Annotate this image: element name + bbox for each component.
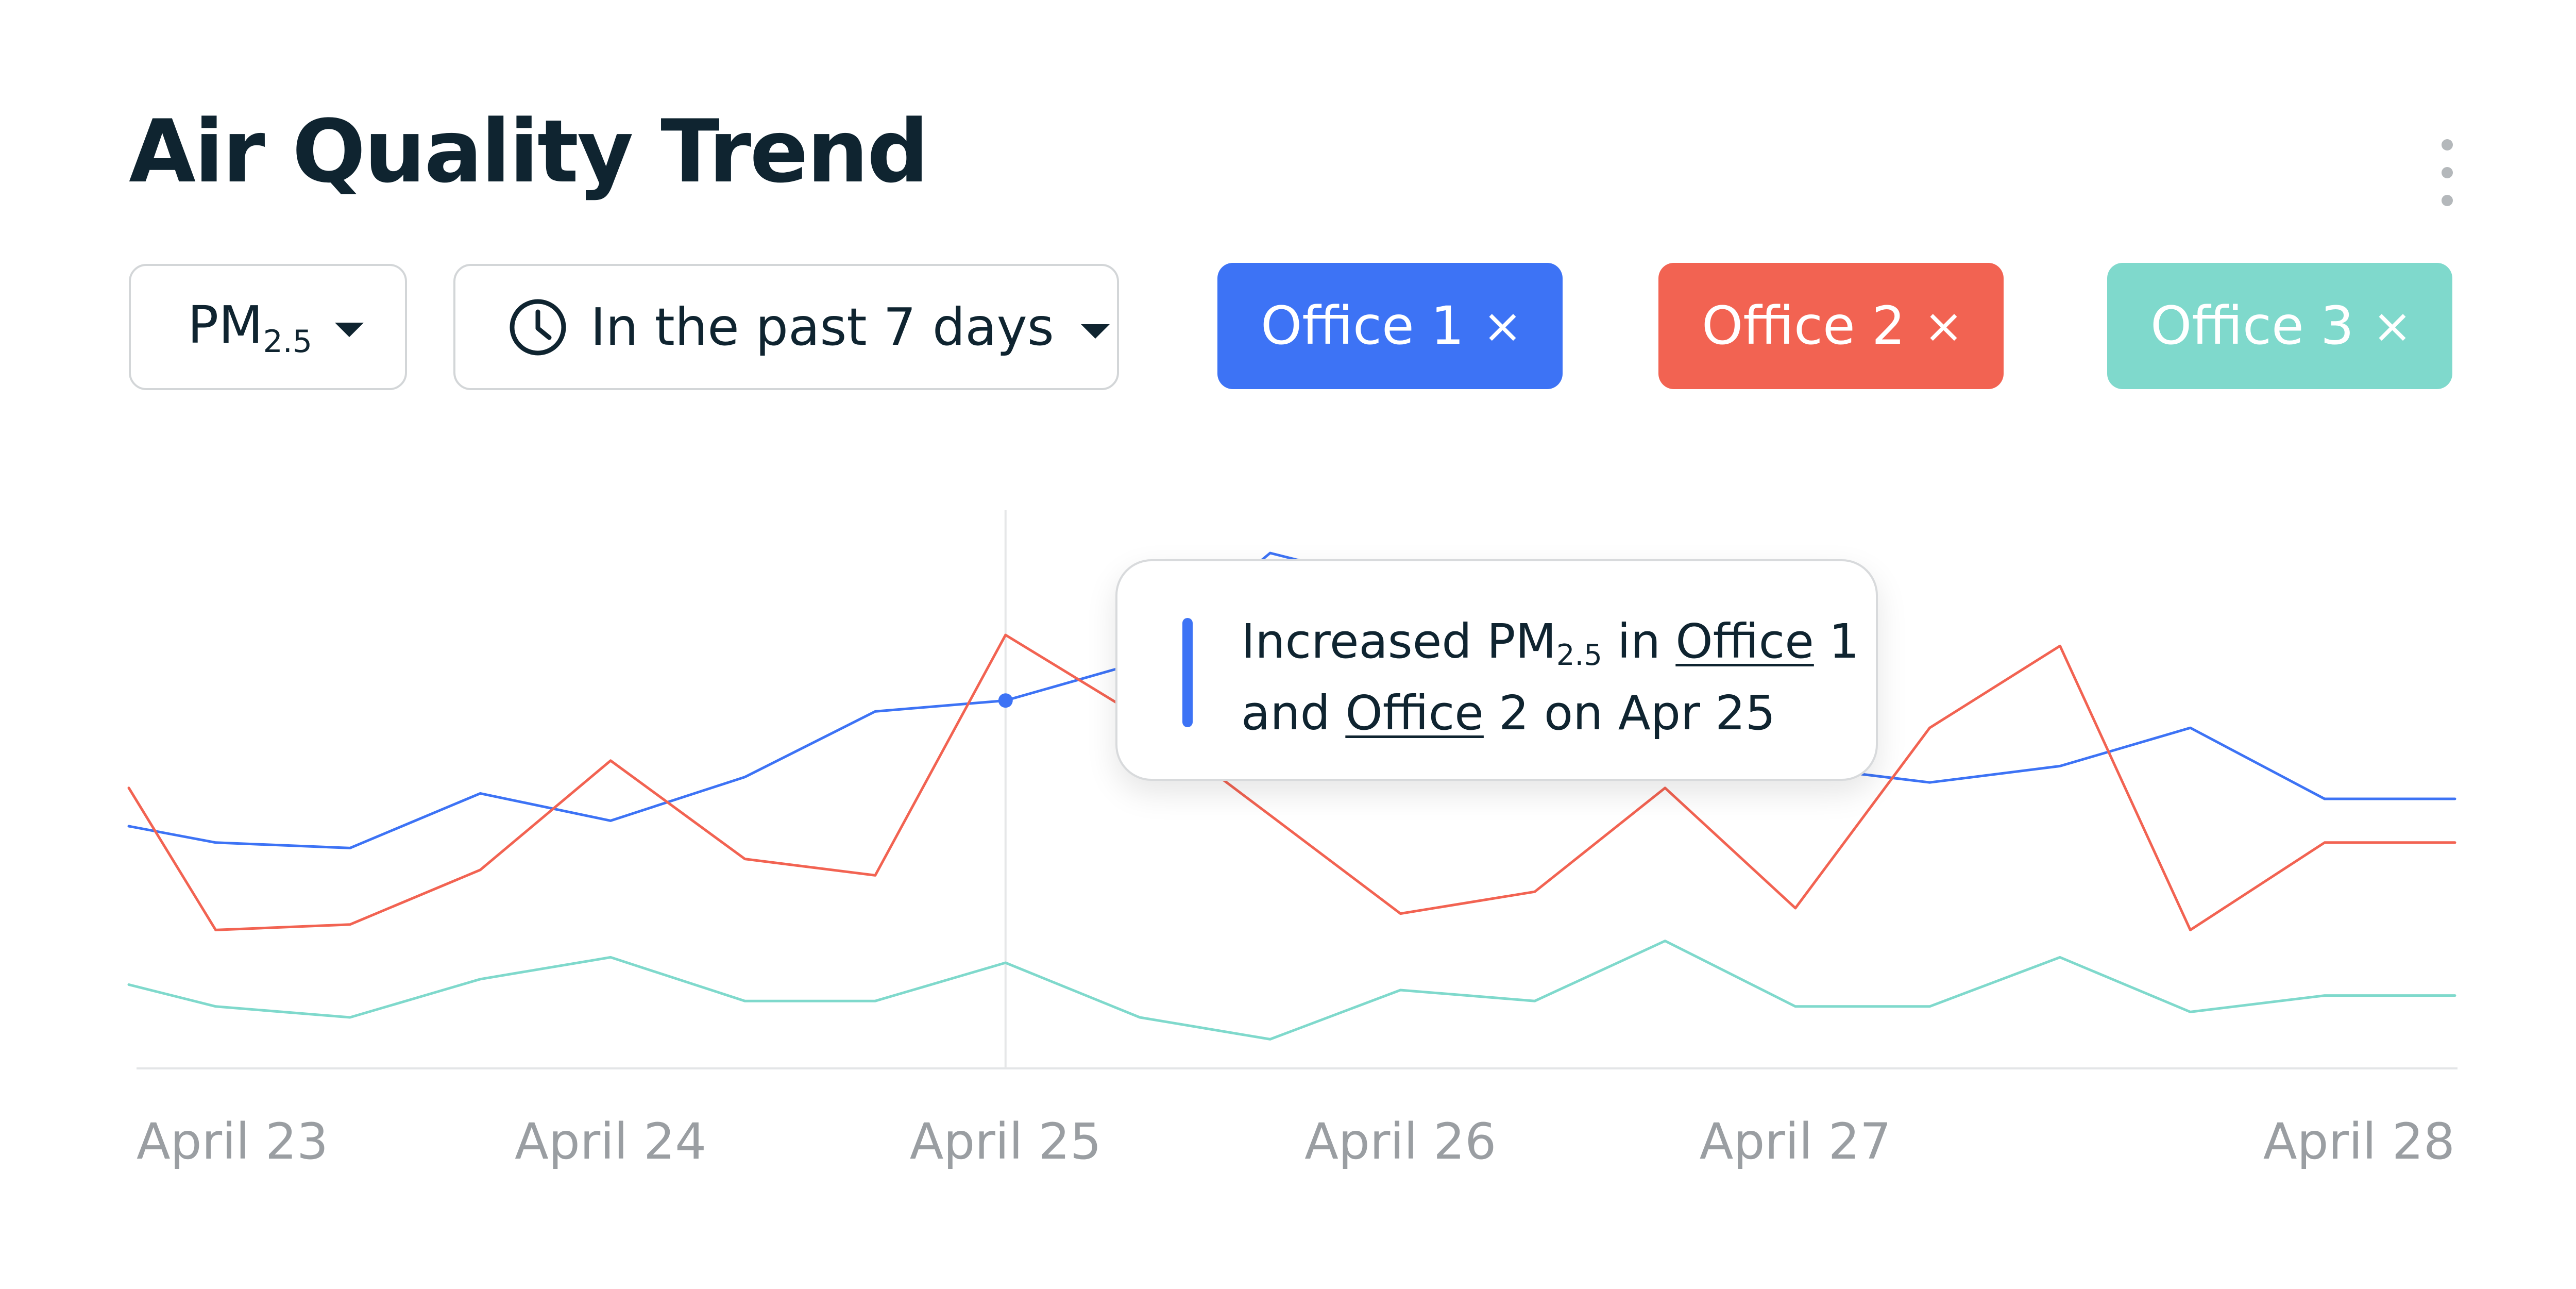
tooltip-office-1-link[interactable]: Office (1675, 614, 1814, 669)
x-tick-label: April 23 (137, 1113, 328, 1170)
close-icon[interactable]: × (1482, 298, 1522, 354)
highlight-point (998, 693, 1013, 708)
more-vertical-icon[interactable] (2437, 139, 2458, 206)
x-tick-label: April 26 (1304, 1113, 1496, 1170)
close-icon[interactable]: × (2372, 298, 2412, 354)
date-range-label: In the past 7 days (590, 297, 1054, 357)
tooltip-text-part: 1 (1814, 614, 1859, 669)
metric-base: PM (188, 294, 263, 355)
office-2-chip[interactable]: Office 2 × (1658, 263, 2004, 389)
tooltip-subscript: 2.5 (1556, 639, 1602, 672)
metric-subscript: 2.5 (263, 323, 313, 360)
kebab-dot (2442, 167, 2453, 178)
tooltip-accent-bar (1182, 618, 1193, 727)
page-title: Air Quality Trend (129, 101, 929, 202)
x-tick-label: April 28 (2263, 1113, 2455, 1170)
chevron-down-icon (1080, 324, 1110, 339)
tooltip-text: Increased PM2.5 in Office 1 and Office 2… (1241, 613, 1859, 742)
date-range-dropdown[interactable]: In the past 7 days (453, 264, 1119, 390)
office-1-chip[interactable]: Office 1 × (1217, 263, 1563, 389)
insight-tooltip: Increased PM2.5 in Office 1 and Office 2… (1115, 559, 1878, 781)
office-3-chip[interactable]: Office 3 × (2107, 263, 2452, 389)
tooltip-office-2-link[interactable]: Office (1345, 685, 1484, 741)
metric-label: PM2.5 (188, 295, 312, 360)
tooltip-text-part: Increased PM (1241, 614, 1556, 669)
chip-label: Office 2 (1702, 295, 1906, 357)
kebab-dot (2442, 139, 2453, 150)
series-line-office-1 (127, 551, 2456, 849)
series-line-office-2 (127, 633, 2456, 931)
tooltip-text-part: in (1602, 614, 1676, 669)
chip-label: Office 3 (2150, 295, 2354, 357)
tooltip-text-part: 2 on Apr 25 (1483, 685, 1776, 741)
close-icon[interactable]: × (1923, 298, 1963, 354)
x-tick-label: April 25 (910, 1113, 1101, 1170)
kebab-dot (2442, 195, 2453, 206)
x-tick-label: April 24 (515, 1113, 706, 1170)
chip-label: Office 1 (1261, 295, 1465, 357)
x-tick-label: April 27 (1700, 1113, 1891, 1170)
metric-dropdown[interactable]: PM2.5 (129, 264, 407, 390)
series-line-office-3 (127, 940, 2456, 1041)
clock-icon (510, 299, 566, 355)
chevron-down-icon (335, 322, 364, 337)
tooltip-text-part: and (1241, 685, 1346, 741)
